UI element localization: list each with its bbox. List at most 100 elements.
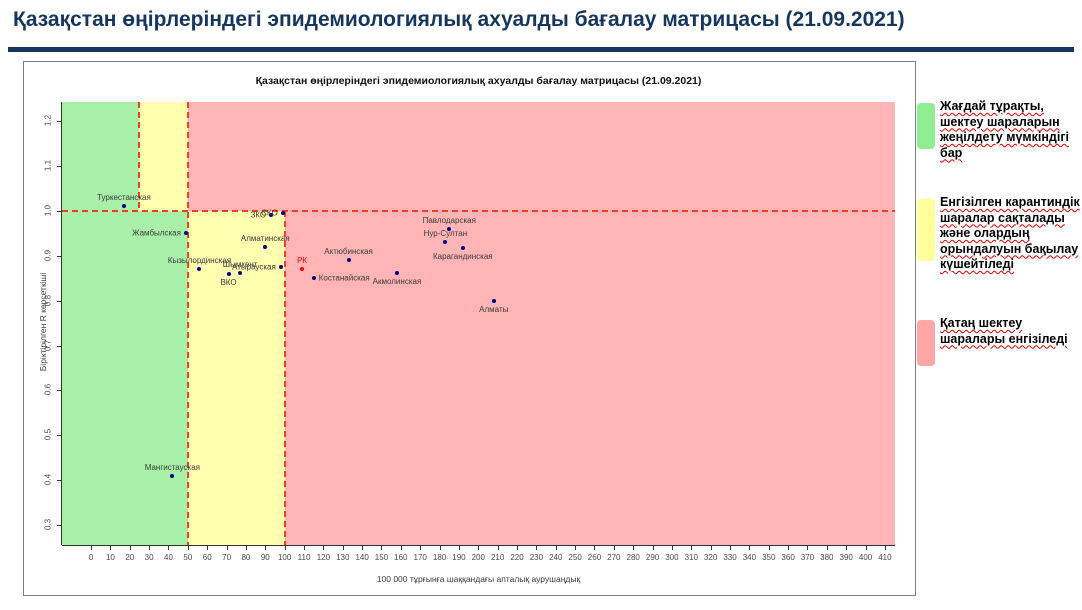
x-axis-tick: [420, 546, 422, 550]
x-axis-tick-label: 20: [125, 553, 135, 562]
data-point-label: ВКО: [220, 277, 237, 287]
x-axis-tick-label: 260: [587, 553, 602, 562]
data-point: [170, 473, 175, 478]
x-axis-tick: [730, 546, 732, 550]
y-axis-tick: [57, 255, 61, 257]
data-point-label: СКО: [261, 208, 278, 218]
x-axis-tick: [245, 546, 247, 550]
x-axis-tick-label: 320: [703, 553, 718, 562]
x-axis-tick: [749, 546, 751, 550]
x-axis-tick: [613, 546, 615, 550]
x-axis-tick-label: 170: [413, 553, 427, 562]
x-axis-tick: [884, 546, 886, 550]
data-point: [447, 226, 452, 231]
x-axis-tick-label: 160: [394, 553, 408, 562]
x-axis-tick-label: 270: [607, 553, 621, 562]
y-axis-tick-label: 0.7: [43, 339, 53, 351]
x-axis-tick-label: 0: [88, 553, 94, 562]
data-point: [280, 211, 285, 216]
legend-swatch-pink: [917, 320, 935, 366]
y-axis-tick: [57, 300, 61, 302]
x-axis-tick-label: 150: [374, 553, 389, 562]
zone-yellow-upper: [139, 102, 188, 211]
x-axis-tick: [381, 546, 383, 550]
y-axis-tick-label: 0.6: [43, 384, 53, 396]
data-point-label: Атырауская: [232, 262, 276, 272]
x-axis-tick: [846, 546, 848, 550]
x-axis-tick-label: 40: [164, 553, 173, 562]
header-divider: [8, 47, 1074, 52]
data-point-label: Павлодарская: [422, 215, 476, 225]
y-axis-tick-label: 0.4: [43, 474, 53, 486]
zone-pink-lower: [284, 210, 895, 545]
x-axis-tick-label: 130: [336, 553, 350, 562]
x-axis-tick-label: 120: [316, 553, 331, 562]
y-axis-tick-label: 1.2: [43, 115, 53, 127]
x-axis-label: 100 000 тұрғынға шаққандағы апталық ауру…: [376, 574, 581, 584]
lower-yellow-threshold-line: [283, 210, 286, 545]
data-point: [226, 271, 231, 276]
data-point-label: ЗКО: [250, 210, 267, 220]
x-axis-tick-label: 340: [742, 553, 757, 562]
x-axis-tick-label: 210: [490, 553, 505, 562]
data-point-label: Нур-Султан: [423, 229, 468, 239]
data-point: [394, 270, 399, 275]
x-axis-tick-label: 410: [878, 553, 892, 562]
x-axis-tick-label: 300: [665, 553, 679, 562]
x-axis-tick: [400, 546, 402, 550]
data-point-label: Карагандинская: [432, 251, 493, 261]
data-point-label: Актюбинская: [324, 247, 373, 257]
x-axis-tick: [536, 546, 538, 550]
data-point: [269, 213, 274, 218]
x-axis-tick-label: 400: [858, 553, 873, 562]
data-point: [491, 298, 496, 303]
y-axis-tick: [57, 390, 61, 392]
r-threshold-line: [62, 209, 895, 212]
y-axis-tick-label: 1.0: [43, 204, 53, 216]
data-point: [197, 267, 202, 272]
x-axis-tick-label: 50: [183, 553, 193, 562]
y-axis: [61, 102, 62, 545]
x-axis-tick-label: 80: [241, 553, 251, 562]
data-point: [121, 204, 126, 209]
x-axis-tick-label: 230: [529, 553, 544, 562]
data-point-label: Мангистауская: [144, 462, 201, 472]
y-axis-tick: [57, 210, 61, 212]
zone-green-lower: [62, 210, 188, 545]
x-axis-tick-label: 70: [222, 553, 232, 562]
data-point: [183, 231, 188, 236]
legend-swatch-yellow: [917, 199, 935, 261]
x-axis-tick: [768, 546, 770, 550]
data-point: [443, 240, 448, 245]
legend-text-pink: Қатаң шектеу шаралары енгізіледі: [940, 316, 1068, 346]
x-axis-tick-label: 240: [549, 553, 563, 562]
x-axis-tick: [517, 546, 519, 550]
chart-title: Қазақстан өңірлеріндегі эпидемиологиялық…: [255, 75, 702, 87]
data-point-label: Шымкент: [222, 259, 258, 269]
x-axis-tick: [207, 546, 209, 550]
legend-text-green: Жағдай тұрақты, шектеу шараларын жеңілде…: [940, 99, 1070, 160]
x-axis-tick: [362, 546, 364, 550]
x-axis-tick-label: 140: [355, 553, 369, 562]
x-axis-tick-label: 110: [297, 553, 311, 562]
x-axis-tick: [342, 546, 344, 550]
x-axis-tick: [323, 546, 325, 550]
y-axis-tick: [57, 435, 61, 437]
x-axis-tick: [284, 546, 286, 550]
x-axis-tick: [691, 546, 693, 550]
zone-yellow-lower: [187, 210, 285, 545]
x-axis: [62, 545, 895, 546]
y-axis-tick: [57, 345, 61, 347]
x-axis-tick: [594, 546, 596, 550]
legend-swatch-green: [917, 103, 935, 149]
data-point-label: Алматинская: [240, 233, 290, 243]
x-axis-tick: [187, 546, 189, 550]
x-axis-tick: [652, 546, 654, 550]
x-axis-tick: [788, 546, 790, 550]
zone-green-upper: [62, 102, 140, 211]
data-point: [278, 265, 283, 270]
y-axis-tick-label: 1.1: [43, 159, 53, 172]
x-axis-tick-label: 100: [277, 553, 292, 562]
x-axis-tick: [710, 546, 712, 550]
